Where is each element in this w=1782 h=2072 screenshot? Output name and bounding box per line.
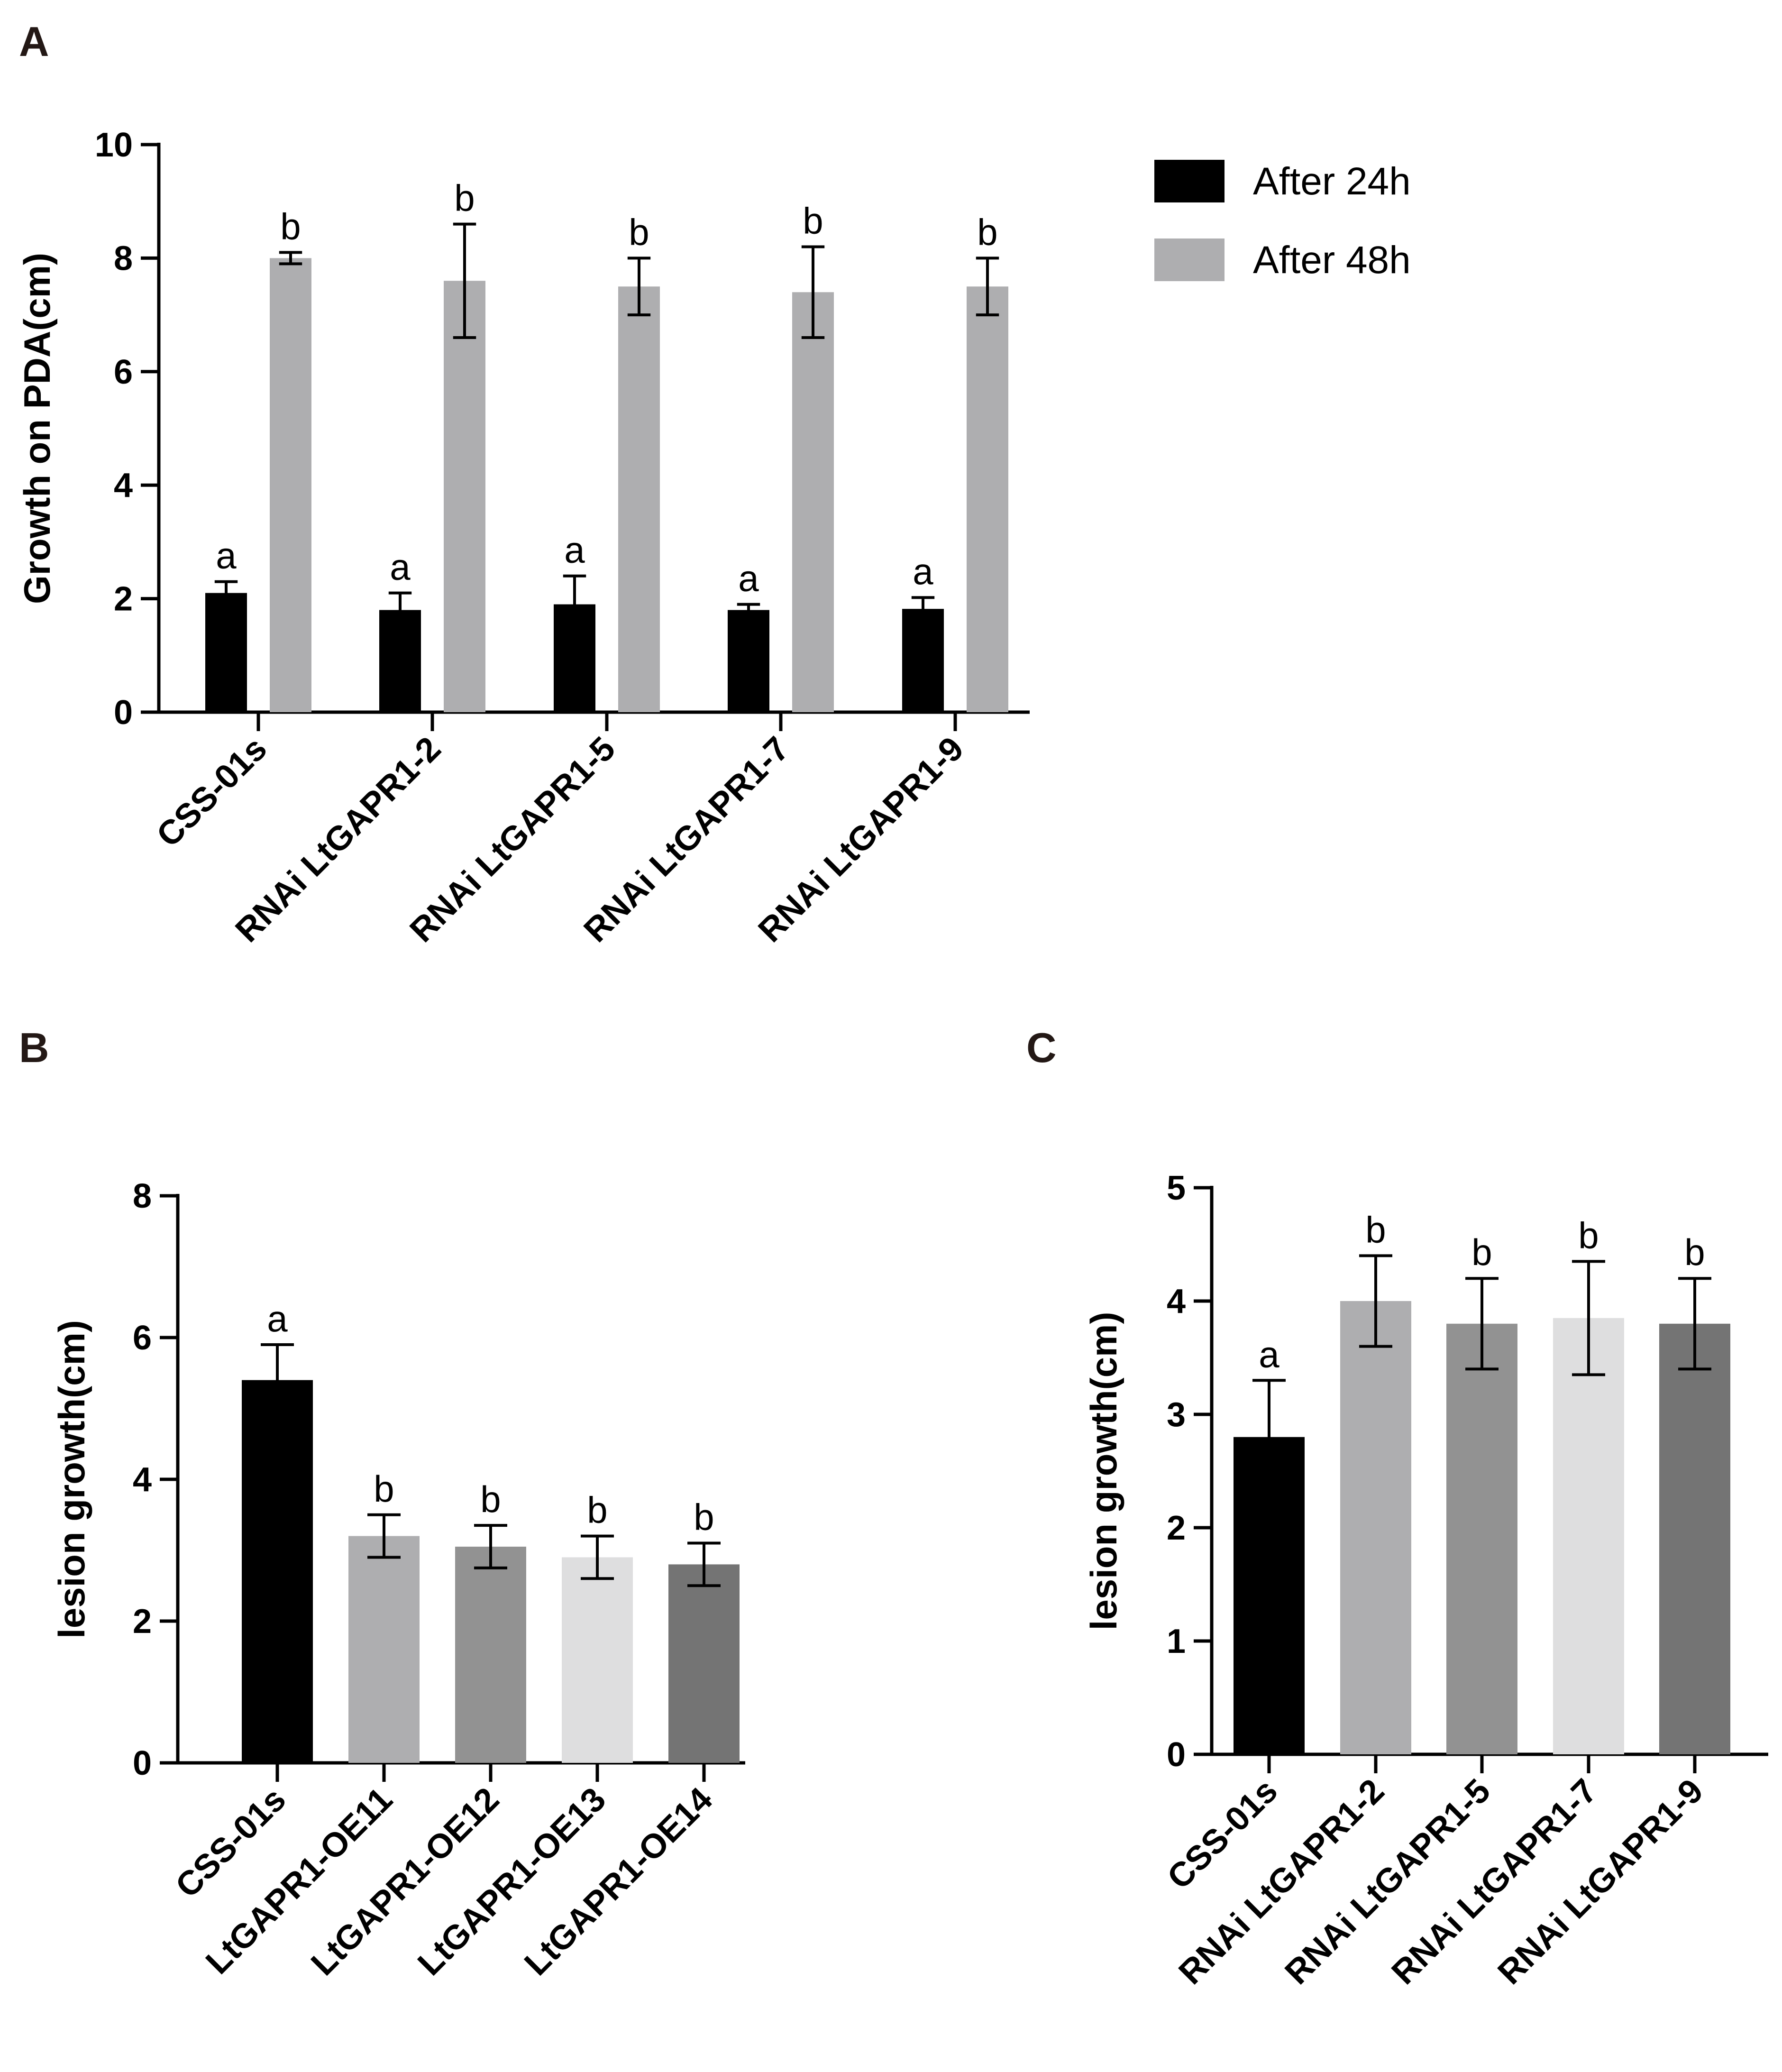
y-tick-label: 0	[133, 1744, 152, 1782]
bar	[1553, 1318, 1624, 1754]
significance-label: b	[1684, 1231, 1705, 1273]
significance-label: b	[629, 211, 649, 253]
panel-letter: B	[19, 1024, 49, 1071]
bar	[348, 1536, 420, 1763]
y-tick-label: 0	[1167, 1736, 1186, 1774]
panel-a: A 0 2 4 6 8 10 Growth on PDA(cm) a a a a a b b b b b CSS-0…	[16, 18, 1411, 950]
x-tick-label: RNAi LtGAPR1-9	[1490, 1772, 1710, 1992]
x-tick-label: RNAi LtGAPR1-7	[1384, 1772, 1604, 1992]
bar	[455, 1547, 526, 1763]
y-tick-label: 8	[133, 1177, 152, 1215]
significance-label: b	[280, 205, 301, 247]
bar	[967, 286, 1008, 712]
significance-label: b	[694, 1496, 714, 1538]
x-tick-label: LtGAPR1-OE12	[304, 1780, 506, 1983]
y-tick-label: 2	[1167, 1509, 1186, 1547]
y-tick-label: 10	[95, 126, 133, 164]
significance-label: a	[216, 535, 237, 577]
panel-letter: C	[1026, 1024, 1057, 1071]
bar	[668, 1564, 740, 1763]
significance-label: a	[913, 550, 933, 592]
y-tick-label: 1	[1167, 1623, 1186, 1660]
bar	[792, 292, 834, 712]
significance-label: b	[374, 1468, 394, 1510]
y-tick-label: 2	[114, 580, 133, 618]
bar	[270, 258, 311, 712]
x-tick-label: LtGAPR1-OE13	[411, 1780, 613, 1983]
significance-label: a	[267, 1298, 288, 1339]
bar	[618, 286, 660, 712]
panel-letter: A	[19, 18, 49, 65]
bar	[242, 1380, 313, 1763]
legend-swatch	[1154, 160, 1225, 202]
significance-label: b	[480, 1478, 501, 1520]
y-tick-label: 8	[114, 239, 133, 277]
y-axis-title: Growth on PDA(cm)	[16, 253, 58, 604]
significance-label: a	[390, 546, 411, 588]
y-tick-label: 4	[114, 467, 133, 504]
y-axis-title: lesion growth(cm)	[1083, 1312, 1124, 1631]
significance-label: b	[1471, 1231, 1492, 1273]
x-tick-label: LtGAPR1-OE11	[199, 1780, 400, 1981]
bar	[1659, 1323, 1730, 1754]
significance-label: b	[977, 211, 997, 253]
significance-label: b	[1578, 1214, 1599, 1256]
bar	[728, 610, 769, 712]
x-tick-label: RNAi LtGAPR1-2	[1171, 1772, 1391, 1992]
bar	[902, 609, 944, 712]
significance-label: b	[1365, 1209, 1386, 1250]
y-tick-label: 0	[114, 694, 133, 732]
legend-swatch	[1154, 238, 1225, 281]
y-tick-label: 4	[133, 1461, 152, 1499]
x-tick-label: RNAi LtGAPR1-5	[1278, 1772, 1498, 1992]
significance-label: b	[454, 177, 475, 219]
bar	[562, 1557, 633, 1763]
bar	[1446, 1323, 1517, 1754]
y-tick-label: 3	[1167, 1396, 1186, 1434]
bar	[1340, 1301, 1411, 1754]
x-tick-label: LtGAPR1-OE14	[517, 1780, 720, 1983]
y-tick-label: 4	[1167, 1283, 1186, 1320]
bar	[444, 281, 485, 712]
significance-label: a	[1259, 1333, 1279, 1375]
y-tick-label: 5	[1167, 1169, 1186, 1207]
significance-label: b	[803, 200, 823, 241]
x-tick-label: CSS-01s	[149, 730, 274, 854]
bar	[205, 593, 247, 712]
y-tick-label: 2	[133, 1603, 152, 1641]
legend-label: After 48h	[1253, 238, 1411, 282]
y-tick-label: 6	[133, 1319, 152, 1357]
significance-label: a	[738, 558, 759, 599]
significance-label: a	[564, 529, 585, 571]
significance-label: b	[587, 1489, 607, 1531]
y-tick-label: 6	[114, 353, 133, 391]
y-axis-title: lesion growth(cm)	[51, 1320, 92, 1639]
legend-label: After 24h	[1253, 160, 1411, 203]
